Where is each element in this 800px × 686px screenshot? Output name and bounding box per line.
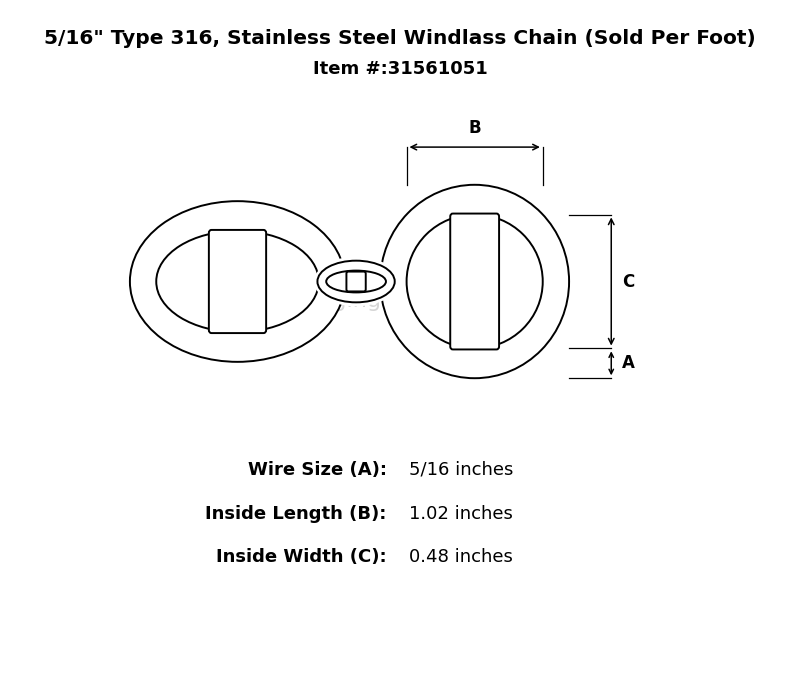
Ellipse shape	[156, 231, 318, 332]
Ellipse shape	[314, 257, 398, 307]
Ellipse shape	[326, 270, 386, 292]
Text: Inside Width (C):: Inside Width (C):	[216, 548, 387, 566]
FancyBboxPatch shape	[346, 272, 366, 292]
Text: C: C	[622, 272, 634, 290]
Ellipse shape	[380, 185, 569, 378]
Text: 5/16 inches: 5/16 inches	[409, 461, 513, 479]
Ellipse shape	[318, 261, 394, 303]
Text: Item #:31561051: Item #:31561051	[313, 60, 487, 78]
Text: A: A	[622, 355, 634, 372]
Text: Wire Size (A):: Wire Size (A):	[248, 461, 387, 479]
Text: 0.48 inches: 0.48 inches	[409, 548, 513, 566]
Text: 5/16" Type 316, Stainless Steel Windlass Chain (Sold Per Foot): 5/16" Type 316, Stainless Steel Windlass…	[44, 29, 756, 47]
FancyBboxPatch shape	[450, 213, 499, 349]
Text: B: B	[468, 119, 481, 137]
Ellipse shape	[130, 201, 345, 362]
Text: e1rigging.com: e1rigging.com	[276, 292, 436, 311]
Text: 1.02 inches: 1.02 inches	[409, 505, 513, 523]
Ellipse shape	[406, 215, 542, 348]
Text: Inside Length (B):: Inside Length (B):	[206, 505, 387, 523]
FancyBboxPatch shape	[209, 230, 266, 333]
